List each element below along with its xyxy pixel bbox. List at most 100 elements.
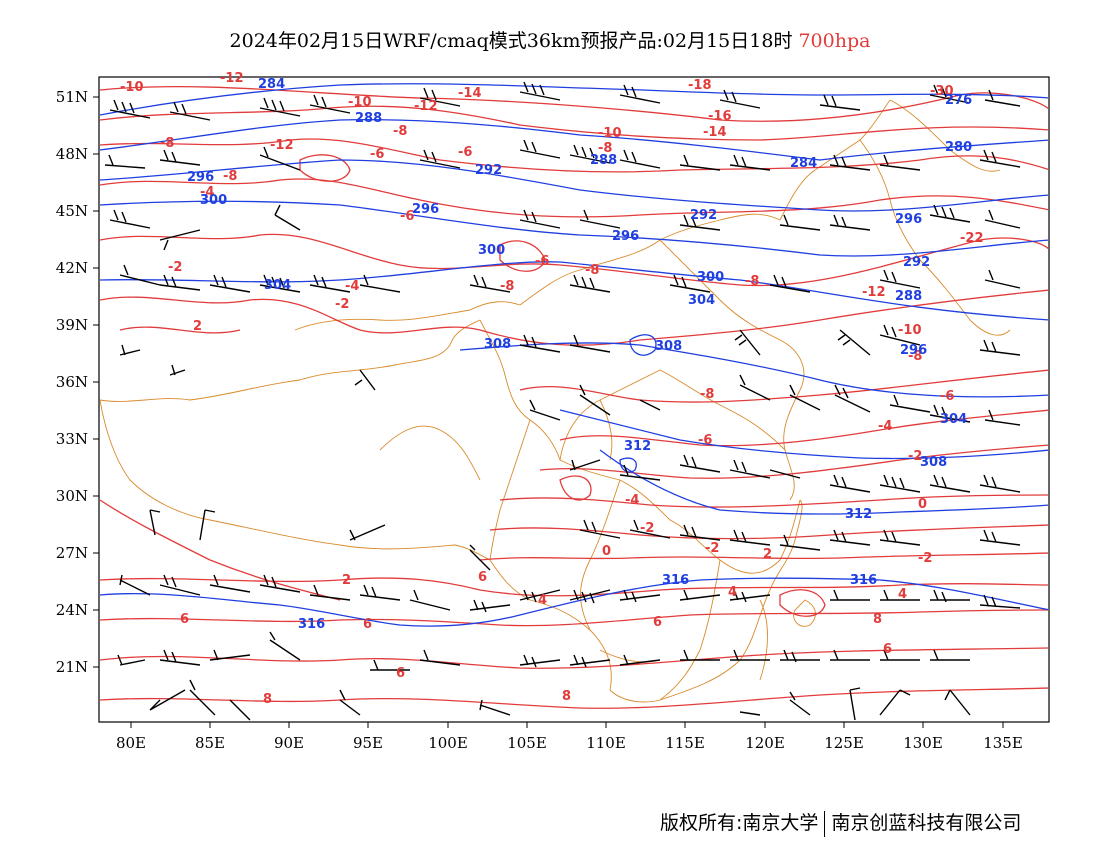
temp-label: 6 [180,612,189,627]
temp-label: -6 [400,209,414,224]
height-label: 288 [895,289,922,304]
lon-label: 115E [665,734,705,752]
longitude-axis: 80E 85E 90E 95E 100E 105E 110E 115E 120E… [116,722,1023,752]
height-label: 304 [940,412,967,427]
lon-label: 110E [586,734,626,752]
temp-label: -8 [500,279,514,294]
height-label: 288 [355,111,382,126]
temp-label: -4 [878,419,892,434]
height-label: 316 [298,617,325,632]
lat-label: 24N [56,601,88,619]
lat-label: 27N [56,544,88,562]
temp-label: -12 [220,71,244,86]
height-label: 308 [655,339,682,354]
temp-label: -8 [700,387,714,402]
height-label: 296 [612,229,639,244]
height-label: 312 [624,439,651,454]
lat-label: 48N [56,145,88,163]
geopotential-contours [100,83,1048,627]
height-label: 292 [903,255,930,270]
temp-label: -8 [908,349,922,364]
temp-label: -12 [414,99,438,114]
temp-label: 6 [396,666,405,681]
temperature-contours [100,85,1048,709]
temp-label: 8 [873,612,882,627]
temp-label: -4 [345,279,359,294]
lon-label: 135E [983,734,1023,752]
lat-label: 45N [56,202,88,220]
temp-label: -10 [598,126,622,141]
lon-label: 125E [824,734,864,752]
temperature-labels: -10 -12 -14 -10 -12 -8 -10 -16 -14 -18 -… [120,71,984,707]
temp-label: -8 [393,124,407,139]
temp-label: -30 [930,84,954,99]
temp-label: 2 [193,319,202,334]
lon-label: 100E [428,734,468,752]
height-label: 284 [790,156,817,171]
height-label: 304 [688,293,715,308]
temp-label: -6 [940,389,954,404]
map-title: 2024年02月15日WRF/cmaq模式36km预报产品:02月15日18时 7… [0,26,1100,53]
lon-label: 130E [903,734,943,752]
temp-label: -2 [918,551,932,566]
height-label: 296 [900,343,927,358]
temp-label: 8 [263,692,272,707]
temp-label: -8 [585,263,599,278]
height-label: 280 [945,140,972,155]
footer-divider [824,810,826,837]
temp-label: 0 [918,497,927,512]
height-label: 296 [895,212,922,227]
temp-label: -10 [898,323,922,338]
temp-label: -6 [698,433,712,448]
temp-label: 2 [763,547,772,562]
temp-label: 4 [728,585,737,600]
temp-label: 4 [538,593,547,608]
height-label: 312 [845,507,872,522]
wind-barbs [104,81,1021,721]
title-level: 700hpa [798,30,871,52]
temp-label: -2 [705,541,719,556]
temp-label: 0 [602,544,611,559]
lat-label: 21N [56,658,88,676]
temp-label: -6 [370,147,384,162]
temp-label: -6 [535,254,549,269]
height-label: 300 [478,243,505,258]
height-label: 292 [475,163,502,178]
lon-label: 85E [195,734,225,752]
height-label: 316 [850,573,877,588]
temp-label: 8 [562,689,571,704]
temp-label: -8 [598,141,612,156]
temp-label: -10 [348,95,372,110]
lat-label: 42N [56,259,88,277]
temp-label: -2 [335,297,349,312]
height-label: 276 [945,93,972,108]
temp-label: 4 [898,587,907,602]
copyright-owner: 版权所有:南京大学 [660,812,819,834]
height-label: 296 [187,170,214,185]
temp-label: -16 [708,109,732,124]
height-label: 288 [590,153,617,168]
temp-label: -6 [458,145,472,160]
temp-label: -12 [270,138,294,153]
lon-label: 105E [507,734,547,752]
temp-label: -4 [200,185,214,200]
lat-label: 30N [56,487,88,505]
temp-label: 6 [363,617,372,632]
lat-label: 39N [56,316,88,334]
temp-label: -8 [223,169,237,184]
temp-label: -8 [160,136,174,151]
height-label: 292 [690,208,717,223]
latitude-axis: 51N 48N 45N 42N 39N 36N 33N 30N 27N 24N … [56,88,99,676]
temp-label: 6 [883,642,892,657]
title-text: 2024年02月15日WRF/cmaq模式36km预报产品:02月15日18时 [229,30,793,52]
lon-label: 120E [745,734,785,752]
height-label: 300 [697,270,724,285]
border-lines [100,99,1011,703]
copyright-company: 南京创蓝科技有限公司 [831,812,1022,834]
temp-label: -2 [168,260,182,275]
height-label: 304 [264,278,291,293]
lon-label: 80E [116,734,146,752]
map-frame [98,76,1050,723]
temp-label: 6 [478,570,487,585]
